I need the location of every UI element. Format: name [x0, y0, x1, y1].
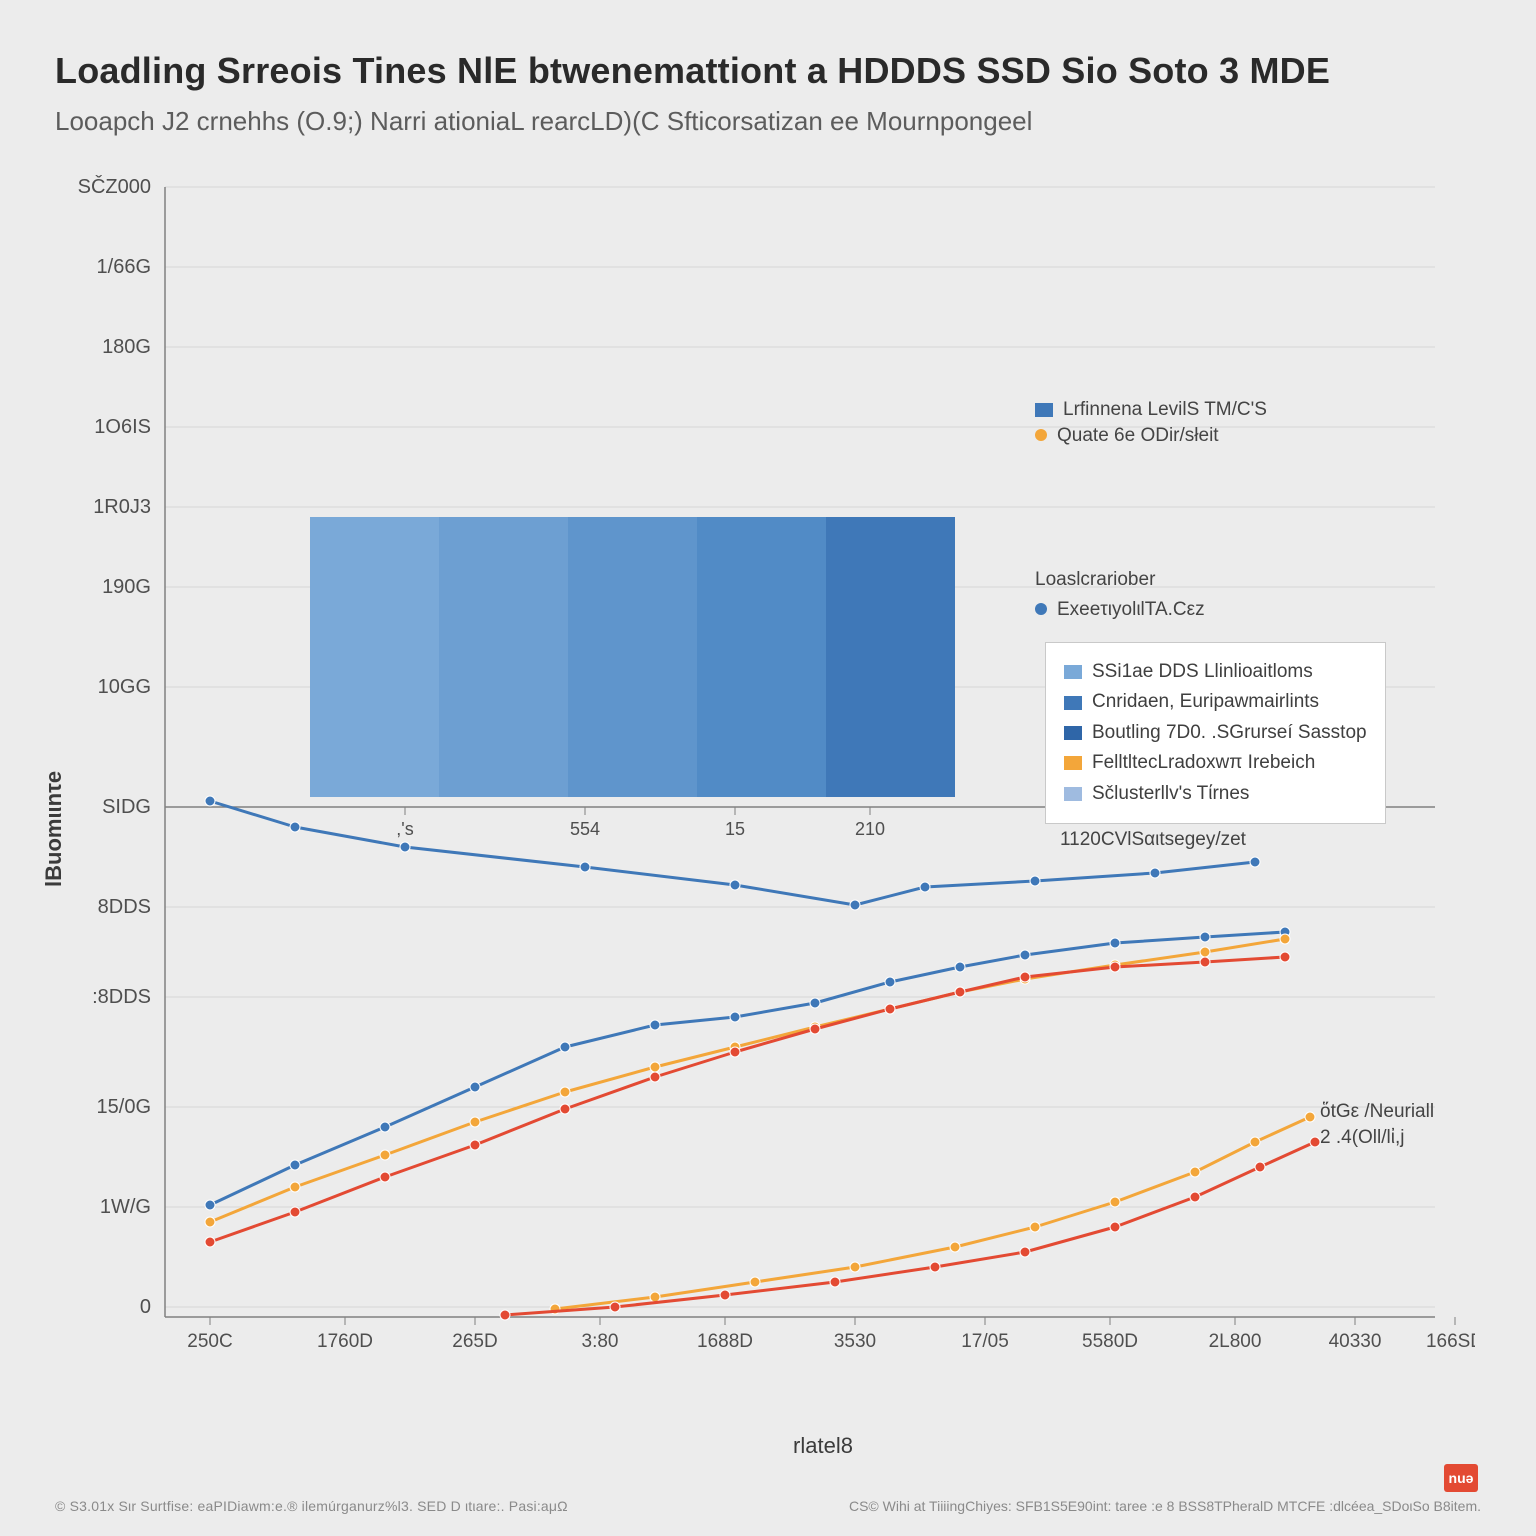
svg-text:40330: 40330 [1329, 1331, 1382, 1352]
legend-box-item: Boutling 7D0. .SGrurseí Sasstop [1064, 718, 1367, 748]
label-series-inline: 1120CVlSαιtsegey/zet [1060, 827, 1246, 853]
svg-text:17/05: 17/05 [961, 1331, 1009, 1352]
brand-badge: nuə [1444, 1464, 1478, 1492]
svg-text:5580D: 5580D [1082, 1331, 1138, 1352]
chart-container: 0 1W/G 15/0G :8DDS 8DDS SIDG 10GG 190G 1R0J3 1O6I… [55, 167, 1475, 1427]
svg-text:0: 0 [140, 1296, 151, 1318]
svg-text:1O6IS: 1O6IS [94, 416, 151, 438]
svg-text:1760D: 1760D [317, 1331, 373, 1352]
page-title: Loadling Srreois Tines NlE btwenemattion… [55, 50, 1481, 92]
svg-text:1/66G: 1/66G [97, 256, 151, 278]
label-end-line1: ὅtGε /Neuriall [1320, 1099, 1434, 1125]
svg-text:,'s: ,'s [396, 819, 413, 839]
legend-box-item: FelltltecLradoxwπ Irebeich [1064, 748, 1367, 778]
legend-top-item: Lrfinnena LevilS TM/C'S [1035, 397, 1267, 423]
svg-text:265D: 265D [452, 1331, 497, 1352]
svg-text:15/0G: 15/0G [97, 1096, 151, 1118]
legend-box-item: Cnridaen, Euripawmairlints [1064, 687, 1367, 717]
svg-text:8DDS: 8DDS [98, 896, 151, 918]
svg-text:210: 210 [855, 819, 885, 839]
svg-text:SIDG: SIDG [102, 796, 151, 818]
legend-box-item: SSi1ae DDS Llinlioaitloms [1064, 657, 1367, 687]
legend-box: SSi1ae DDS LlinlioaitlomsCnridaen, Eurip… [1045, 642, 1386, 824]
footer-right: CS© Wihi at TiiiingChiyes: SFB1S5E90int:… [849, 1498, 1481, 1514]
label-end-line2: 2 .4(Oll/lἰ,j [1320, 1125, 1434, 1151]
svg-text:2L800: 2L800 [1209, 1331, 1262, 1352]
svg-text:250C: 250C [187, 1331, 232, 1352]
legend-top: Lrfinnena LevilS TM/C'SQuate 6e ODir/słe… [1035, 397, 1267, 448]
svg-text:10GG: 10GG [98, 676, 151, 698]
y-axis-label: lBuomιιnτe [41, 771, 67, 887]
svg-text:180G: 180G [102, 336, 151, 358]
legend-top-item: Quate 6e ODir/słeit [1035, 423, 1267, 449]
svg-text:554: 554 [570, 819, 600, 839]
legend-mid: LoaslcrarioberExeeτιyolιlTA.Cεz [1035, 567, 1205, 622]
svg-text:3530: 3530 [834, 1331, 876, 1352]
legend-mid-item: ExeeτιyolιlTA.Cεz [1035, 597, 1205, 623]
svg-text::8DDS: :8DDS [92, 986, 151, 1008]
footer-left: © S3.01x Sιr Surtfise: eaPIDiawm:e.® ile… [55, 1498, 568, 1514]
label-end-annotation: ὅtGε /Neuriall 2 .4(Oll/lἰ,j [1320, 1099, 1434, 1150]
svg-text:1W/G: 1W/G [100, 1196, 151, 1218]
svg-text:1688D: 1688D [697, 1331, 753, 1352]
svg-text:15: 15 [725, 819, 745, 839]
svg-text:166SD: 166SD [1426, 1331, 1475, 1352]
svg-text:3:80: 3:80 [582, 1331, 619, 1352]
x-axis-label: rlatel8 [55, 1433, 1481, 1459]
page-subtitle: Looapch J2 crnehhs (O.9;) Narri ationiaL… [55, 106, 1481, 137]
legend-box-item: Sčlusterllv's Tίrnes [1064, 779, 1367, 809]
svg-text:SČZ000: SČZ000 [78, 175, 151, 198]
svg-text:190G: 190G [102, 576, 151, 598]
svg-text:1R0J3: 1R0J3 [93, 496, 151, 518]
